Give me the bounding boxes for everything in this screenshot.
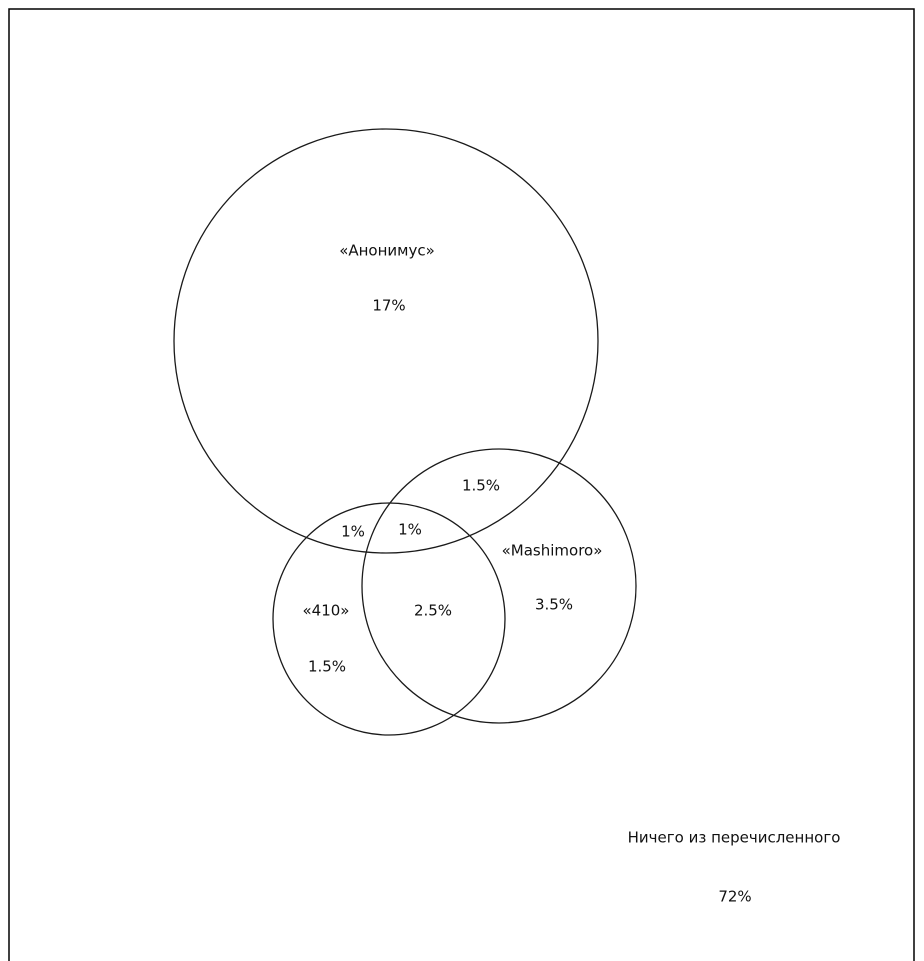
mashimoro-label: «Mashimoro» [502,542,603,560]
anonymus-value: 17% [372,297,405,315]
outside-value: 72% [718,888,751,906]
diagram-frame [8,8,915,961]
anonymus-mashimoro-value: 1.5% [462,477,500,495]
outside-label: Ничего из перечисленного [628,829,841,847]
anonymus-410-value: 1% [341,523,365,541]
circle-mashimoro [361,448,637,724]
mashimoro-value: 3.5% [535,596,573,614]
410-mashimoro-value: 2.5% [414,602,452,620]
anonymus-410-mashimoro-value: 1% [398,521,422,539]
anonymus-label: «Анонимус» [339,242,435,260]
set-410-label: «410» [303,602,350,620]
circle-410 [272,502,506,736]
set-410-value: 1.5% [308,658,346,676]
circle-anonymus [173,128,599,554]
